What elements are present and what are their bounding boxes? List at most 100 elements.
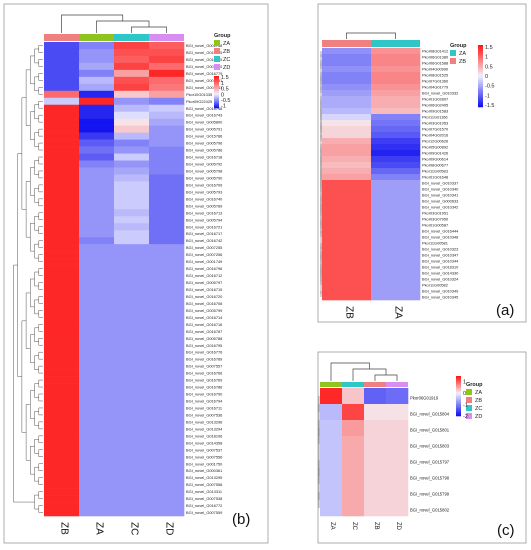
heatmap-b-legend-swatch-ZB — [214, 48, 220, 54]
heatmap-b-colorbar-step — [214, 90, 219, 93]
heatmap-b-cell — [44, 383, 80, 391]
heatmap-c-cell — [342, 436, 365, 453]
heatmap-b-cell — [79, 404, 115, 412]
heatmap-b-cell — [44, 467, 80, 475]
heatmap-a-row-label: BGI_novel_G010324 — [422, 276, 459, 281]
heatmap-a-row-label: BGI_novel_G010347 — [422, 252, 458, 257]
heatmap-a-cell — [371, 120, 421, 127]
heatmap-b-cell — [149, 202, 185, 210]
heatmap-b-cell — [44, 244, 80, 252]
heatmap-b-row-label: BGI_novel_G001749 — [186, 259, 222, 264]
heatmap-b-row-dendro-branch — [34, 132, 39, 147]
heatmap-c-row-label: BGI_novel_G015797 — [410, 460, 450, 465]
heatmap-b-cell — [44, 76, 80, 85]
heatmap-b-cell — [79, 111, 115, 119]
heatmap-b-row-label: BGI_novel_G016740 — [186, 196, 223, 201]
heatmap-a-cell — [322, 132, 372, 139]
heatmap-b-cell — [114, 509, 150, 517]
heatmap-c-col-label-ZD: ZD — [395, 522, 401, 531]
heatmap-b-cell — [44, 460, 80, 468]
heatmap-c-legend-title: Group — [466, 382, 483, 388]
heatmap-b-legend-label-ZC: ZC — [223, 57, 230, 63]
heatmap-b-row-label: BGI_novel_G007255 — [186, 245, 222, 250]
heatmap-c-cell — [386, 420, 409, 437]
heatmap-b-cell — [149, 104, 185, 113]
heatmap-b-cell — [114, 341, 150, 350]
heatmap-a-colorbar-step — [478, 65, 483, 69]
heatmap-b-cell — [149, 355, 185, 363]
heatmap-b-cell — [44, 334, 80, 343]
heatmap-b-cell — [114, 251, 150, 259]
heatmap-b-row-label: BGI_novel_G007556 — [186, 454, 222, 459]
heatmap-b-cell — [114, 258, 150, 266]
heatmap-b-row-label: BGI_novel_G016705 — [186, 57, 222, 62]
heatmap-b-row-dendro-branch — [34, 466, 39, 482]
heatmap-b-legend-title: Group — [214, 33, 231, 39]
heatmap-a-cell — [371, 210, 421, 217]
heatmap-a-row-label: BGI_novel_G010341 — [422, 192, 458, 197]
heatmap-b-cell — [79, 181, 115, 189]
heatmap-a-cell — [322, 66, 372, 73]
heatmap-a-row-label: BGI_novel_G010337 — [422, 180, 458, 185]
heatmap-b-cell — [114, 195, 150, 203]
heatmap-b-cell — [114, 216, 150, 224]
heatmap-b-row-dendro-branch — [34, 299, 39, 315]
panel-b-frame — [3, 3, 269, 544]
heatmap-b-row-dendro-branch — [38, 379, 43, 388]
heatmap-b-colorbar-step — [214, 104, 219, 107]
heatmap-b-legend-swatch-ZC — [214, 56, 220, 62]
heatmap-b-row-label: BGI_novel_G016711 — [186, 405, 222, 410]
heatmap-b-cell — [149, 453, 185, 461]
heatmap-a-row-label: Pkor04G02016 — [422, 132, 448, 137]
heatmap-b-row-dendro-branch — [34, 271, 39, 287]
heatmap-b-cell — [79, 230, 115, 238]
heatmap-b-row-dendro-branch — [21, 320, 27, 433]
heatmap-b-cell — [149, 272, 185, 280]
heatmap-a-row-label: Pkor03G07950 — [422, 216, 449, 221]
heatmap-a-row-label: Pkor03G01951 — [422, 210, 448, 215]
heatmap-b-cell — [44, 355, 80, 363]
heatmap-c-colorbar-step — [456, 406, 461, 409]
heatmap-b-cell — [114, 411, 150, 419]
heatmap-b-cell — [114, 237, 150, 245]
heatmap-b-row-dendro-branch — [25, 181, 31, 238]
heatmap-b-row-label: BGI_novel_G016787 — [186, 329, 222, 334]
heatmap-b-row-label: Pkor10G01335 — [186, 92, 212, 97]
heatmap-b-cell — [44, 362, 80, 370]
heatmap-b-row-label: BGI_novel_G016795 — [186, 343, 222, 348]
heatmap-b-row-label: BGI_novel_G015786 — [186, 134, 222, 139]
heatmap-a-legend-title: Group — [450, 43, 467, 49]
heatmap-b-cell — [149, 209, 185, 217]
heatmap-a-row-label: Pkor07G01360 — [422, 78, 449, 83]
heatmap-a-cell — [322, 90, 372, 97]
heatmap-b-row-dendro-branch — [21, 97, 27, 210]
heatmap-b-colorbar-step — [214, 98, 219, 100]
panel-a-frame — [317, 3, 527, 323]
heatmap-a-cell — [371, 216, 421, 223]
heatmap-b-cell — [44, 390, 80, 398]
heatmap-c-colorbar-tick: 1 — [463, 380, 466, 386]
heatmap-c-cell — [342, 500, 365, 517]
heatmap-c-cell — [364, 404, 387, 421]
heatmap-b-row-label: BGI_novel_G016708 — [186, 301, 222, 306]
heatmap-a-row-label: Pkor07G01570 — [422, 126, 449, 131]
heatmap-a-row-label: Pkor06G02495 — [422, 102, 448, 107]
heatmap-c-row-label: BGI_novel_G015798 — [410, 476, 450, 481]
heatmap-b-row-dendro-branch — [17, 153, 22, 377]
heatmap-b-cell — [114, 474, 150, 482]
heatmap-c-row-label: Pkor06G01919 — [410, 396, 439, 401]
heatmap-a-cell — [371, 126, 421, 133]
heatmap-c-colorbar-step — [456, 409, 461, 411]
heatmap-b-cell — [79, 279, 115, 287]
heatmap-a-colorbar-step — [478, 76, 483, 79]
heatmap-a-colorbar-step — [478, 100, 483, 104]
heatmap-b-colorbar-tick: 0.5 — [221, 87, 229, 93]
heatmap-b-row-label: BGI_novel_G016772 — [186, 503, 222, 508]
heatmap-b-colorbar-step — [214, 100, 219, 102]
heatmap-b-cell — [114, 369, 150, 377]
heatmap-b-colorbar-step — [214, 85, 219, 87]
heatmap-b-row-label: BGI_novel_G016748 — [186, 106, 222, 111]
heatmap-a-cell — [322, 156, 372, 163]
heatmap-b-cell — [149, 195, 185, 203]
heatmap-b-cell — [149, 258, 185, 266]
